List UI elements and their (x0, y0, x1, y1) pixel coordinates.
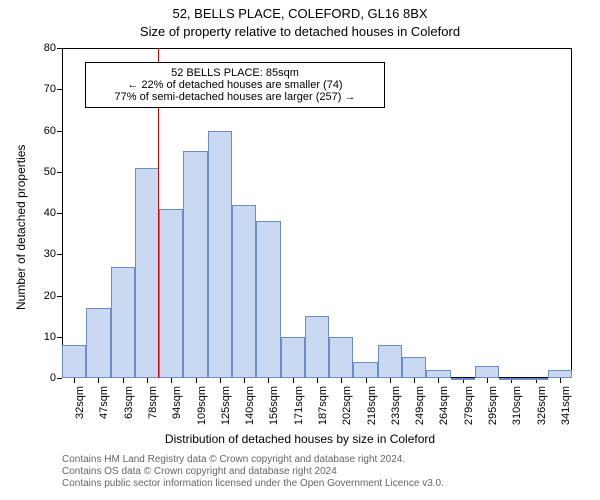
x-tick-mark (390, 378, 391, 383)
x-tick-label: 187sqm (317, 386, 329, 436)
y-tick-label: 30 (36, 248, 56, 260)
y-tick-mark (57, 48, 62, 49)
x-tick-mark (268, 378, 269, 383)
x-tick-mark (220, 378, 221, 383)
histogram-bar (353, 362, 377, 379)
x-tick-label: 63sqm (123, 386, 135, 436)
histogram-bar (256, 221, 280, 378)
chart-supertitle: 52, BELLS PLACE, COLEFORD, GL16 8BX (0, 6, 600, 21)
histogram-bar (475, 366, 499, 378)
histogram-bar (451, 378, 475, 380)
x-tick-mark (487, 378, 488, 383)
y-tick-label: 40 (36, 207, 56, 219)
y-tick-mark (57, 213, 62, 214)
x-tick-mark (366, 378, 367, 383)
y-tick-label: 20 (36, 290, 56, 302)
histogram-bar (111, 267, 135, 378)
histogram-bar (523, 378, 547, 380)
x-tick-label: 125sqm (220, 386, 232, 436)
x-tick-label: 326sqm (536, 386, 548, 436)
x-tick-label: 279sqm (463, 386, 475, 436)
x-tick-label: 156sqm (268, 386, 280, 436)
y-tick-label: 0 (36, 372, 56, 384)
x-tick-mark (414, 378, 415, 383)
x-tick-label: 78sqm (147, 386, 159, 436)
y-tick-mark (57, 378, 62, 379)
x-tick-label: 32sqm (74, 386, 86, 436)
x-tick-mark (171, 378, 172, 383)
x-tick-label: 233sqm (390, 386, 402, 436)
y-tick-mark (57, 337, 62, 338)
x-tick-label: 47sqm (98, 386, 110, 436)
footer-line-3: Contains public sector information licen… (62, 478, 444, 489)
y-tick-mark (57, 131, 62, 132)
histogram-bar (62, 345, 86, 378)
y-tick-mark (57, 296, 62, 297)
footer-line-1: Contains HM Land Registry data © Crown c… (62, 454, 405, 465)
y-tick-mark (57, 254, 62, 255)
x-tick-mark (147, 378, 148, 383)
annotation-line-1: 52 BELLS PLACE: 85sqm (94, 67, 376, 79)
x-tick-mark (123, 378, 124, 383)
histogram-bar (329, 337, 353, 378)
y-tick-mark (57, 172, 62, 173)
histogram-bar (135, 168, 159, 378)
x-tick-label: 202sqm (341, 386, 353, 436)
x-tick-label: 264sqm (438, 386, 450, 436)
y-tick-label: 10 (36, 331, 56, 343)
histogram-bar (86, 308, 110, 378)
histogram-bar (378, 345, 402, 378)
y-axis-label: Number of detached properties (14, 145, 28, 310)
annotation-line-2: ← 22% of detached houses are smaller (74… (94, 79, 376, 91)
y-tick-mark (57, 89, 62, 90)
x-tick-mark (560, 378, 561, 383)
y-tick-label: 50 (36, 166, 56, 178)
histogram-bar (232, 205, 256, 378)
histogram-bar (402, 357, 426, 378)
x-tick-label: 249sqm (414, 386, 426, 436)
annotation-line-3: 77% of semi-detached houses are larger (… (94, 91, 376, 103)
x-tick-label: 295sqm (487, 386, 499, 436)
x-tick-mark (317, 378, 318, 383)
x-tick-label: 109sqm (196, 386, 208, 436)
x-tick-mark (244, 378, 245, 383)
histogram-bar (305, 316, 329, 378)
x-tick-label: 94sqm (171, 386, 183, 436)
y-tick-label: 70 (36, 83, 56, 95)
histogram-bar (281, 337, 305, 378)
x-tick-mark (196, 378, 197, 383)
x-tick-label: 341sqm (560, 386, 572, 436)
x-tick-label: 140sqm (244, 386, 256, 436)
x-tick-label: 310sqm (511, 386, 523, 436)
y-tick-label: 80 (36, 42, 56, 54)
histogram-bar (548, 370, 572, 378)
x-tick-mark (74, 378, 75, 383)
histogram-bar (499, 378, 523, 380)
histogram-bar (183, 151, 207, 378)
footer-line-2: Contains OS data © Crown copyright and d… (62, 466, 337, 477)
chart-title: Size of property relative to detached ho… (0, 24, 600, 39)
x-tick-mark (341, 378, 342, 383)
x-tick-mark (98, 378, 99, 383)
y-tick-label: 60 (36, 125, 56, 137)
x-tick-label: 218sqm (366, 386, 378, 436)
histogram-bar (159, 209, 183, 378)
x-tick-label: 171sqm (293, 386, 305, 436)
x-tick-mark (438, 378, 439, 383)
annotation-box: 52 BELLS PLACE: 85sqm ← 22% of detached … (85, 62, 385, 108)
x-tick-mark (293, 378, 294, 383)
histogram-bar (208, 131, 232, 379)
histogram-bar (426, 370, 450, 378)
